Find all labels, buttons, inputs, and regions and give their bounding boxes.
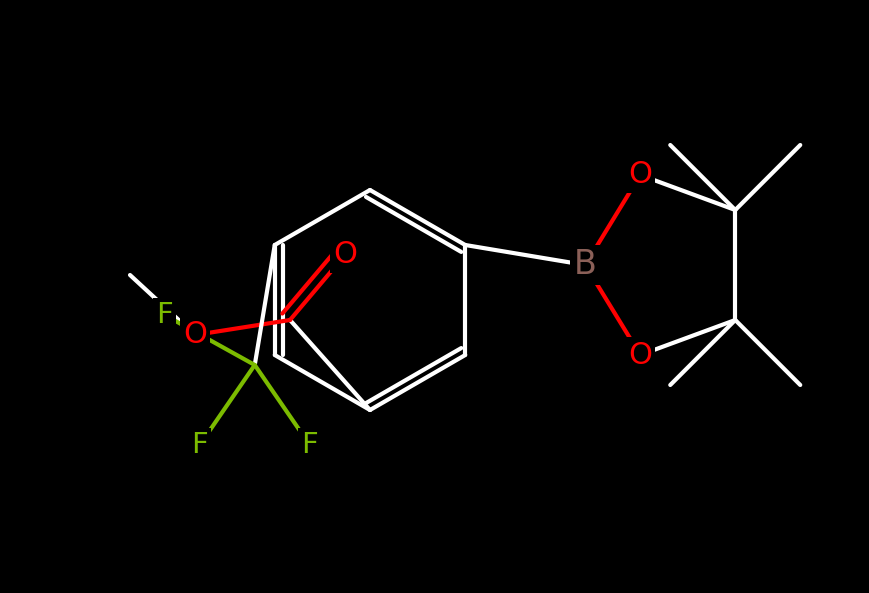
Text: F: F — [301, 431, 318, 459]
Text: O: O — [333, 241, 356, 269]
Text: B: B — [574, 248, 596, 282]
Text: F: F — [156, 301, 173, 329]
Text: F: F — [191, 431, 208, 459]
Text: O: O — [182, 320, 207, 349]
Text: O: O — [627, 340, 652, 369]
Text: O: O — [627, 161, 652, 190]
